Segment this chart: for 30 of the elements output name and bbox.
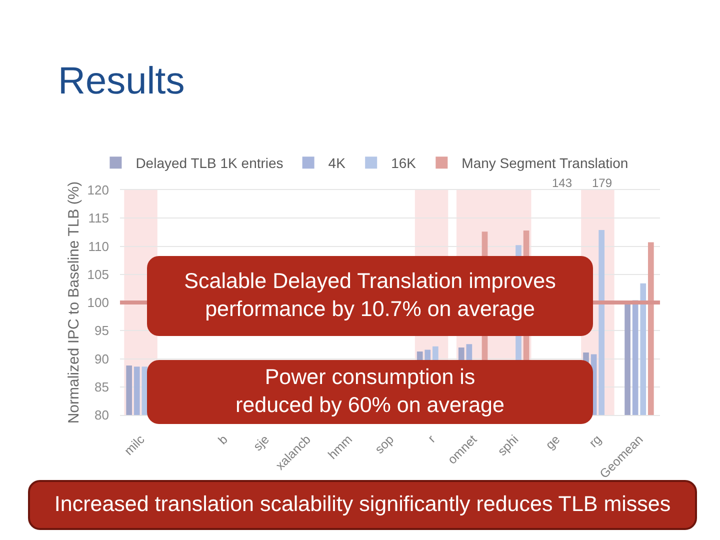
x-tick-label: b <box>216 432 230 448</box>
x-tick-label: sje <box>250 432 272 454</box>
callout-box: Scalable Delayed Translation improves performance by 10.7% on average <box>147 256 593 336</box>
banner-box: Increased translation scalability significantly reduces TLB misses <box>28 480 697 530</box>
y-tick-label: 80 <box>94 408 109 423</box>
legend-label: 4K <box>328 155 346 172</box>
legend-label: Delayed TLB 1K entries <box>136 155 284 172</box>
x-tick-label: ge <box>542 432 563 452</box>
callout-box: Power consumption is reduced by 60% on average <box>147 360 593 424</box>
legend-label: 16K <box>391 155 417 172</box>
y-tick-label: 85 <box>94 379 109 394</box>
x-tick-label: milc <box>122 432 148 458</box>
annotation: 143 <box>552 176 572 190</box>
annotation: Scalable Delayed Translation improves performance by 10.7% on average <box>183 268 557 323</box>
x-tick-label: r <box>425 432 438 446</box>
y-tick-label: 100 <box>87 295 109 310</box>
y-tick-label: 120 <box>87 182 109 198</box>
x-tick-label: sphi <box>495 432 522 459</box>
y-axis-title: Normalized IPC to Baseline TLB (%) <box>66 181 83 424</box>
x-tick-label: rg <box>586 432 604 450</box>
annotation: Power consumption is reduced by 60% on average <box>236 364 504 419</box>
y-tick-label: 105 <box>87 266 109 282</box>
annotation: 179 <box>592 176 612 190</box>
legend-label: Many Segment Translation <box>462 155 628 172</box>
y-tick-label: 95 <box>94 323 109 338</box>
y-tick-label: 110 <box>88 238 109 254</box>
y-tick-label: 115 <box>88 210 109 226</box>
x-tick-label: sop <box>372 432 397 457</box>
y-tick-label: 90 <box>94 351 109 366</box>
chart-title: Results <box>58 60 185 102</box>
